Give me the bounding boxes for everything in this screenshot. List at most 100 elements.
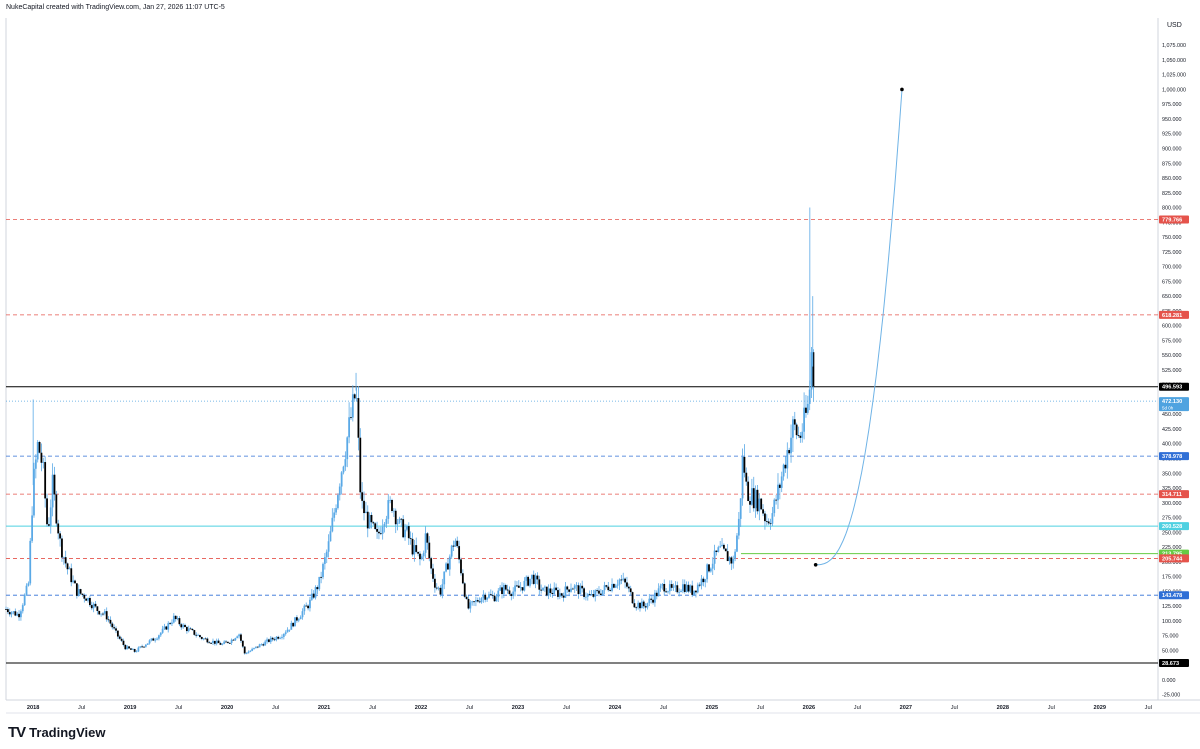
candle-body <box>290 622 293 630</box>
candle-body <box>489 594 492 596</box>
candle-body <box>295 617 298 621</box>
price-tick-label: 200.000 <box>1162 560 1182 566</box>
candle-body <box>475 600 477 602</box>
candle-body <box>251 648 254 651</box>
candle-body <box>144 644 147 647</box>
candle-body <box>368 514 371 529</box>
candle-body <box>730 557 733 564</box>
candle-body <box>752 488 755 509</box>
candle-body <box>29 540 32 584</box>
candle-body <box>676 585 679 593</box>
candle-body <box>189 628 192 630</box>
candle-body <box>116 630 119 637</box>
candle-body <box>793 419 796 425</box>
candle-body <box>279 637 282 639</box>
candle-body <box>322 563 324 578</box>
time-tick-label: Jul <box>175 705 182 711</box>
price-tick-label: 1,075.000 <box>1162 43 1186 49</box>
candle-body <box>596 590 599 592</box>
candle-body <box>381 526 384 534</box>
candle-body <box>521 587 524 591</box>
candle-body <box>158 635 160 639</box>
candle-body <box>187 628 190 632</box>
candle-body <box>47 524 50 526</box>
candle-body <box>747 481 750 502</box>
candle-body <box>711 563 714 569</box>
candle-body <box>612 584 615 588</box>
candle-body <box>585 596 587 598</box>
tradingview-logo[interactable]: TV TradingView <box>8 724 106 741</box>
candle-body <box>441 584 444 595</box>
candle-body <box>749 501 751 505</box>
price-tick-label: 175.000 <box>1162 575 1182 581</box>
candle-body <box>502 584 505 595</box>
candle-body <box>309 599 311 609</box>
candle-body <box>72 580 75 583</box>
candle-body <box>327 541 330 552</box>
candle-body <box>70 568 73 583</box>
candle-body <box>765 521 768 522</box>
candle-body <box>141 646 144 648</box>
candle-body <box>36 441 39 460</box>
candle-body <box>422 552 425 557</box>
tradingview-mark-icon: TV <box>8 724 26 741</box>
candle-body <box>627 586 630 589</box>
level-label: 143.478 <box>1162 593 1182 599</box>
candle-body <box>331 517 334 532</box>
candle-body <box>523 580 526 591</box>
candle-body <box>758 498 761 512</box>
candle-body <box>497 590 500 598</box>
candle-body <box>583 588 585 597</box>
candle-body <box>139 646 142 648</box>
candle-body <box>254 646 257 648</box>
candle-body <box>795 424 798 436</box>
candle-body <box>87 597 89 601</box>
candle-body <box>197 635 199 636</box>
candle-body <box>389 499 392 501</box>
candle-body <box>364 511 367 514</box>
candle-body <box>34 459 37 469</box>
time-tick-label: 2027 <box>900 705 912 711</box>
candle-body <box>85 598 88 601</box>
candle-body <box>519 587 522 589</box>
candle-body <box>517 585 520 588</box>
candle-body <box>407 526 410 539</box>
candle-body <box>46 498 48 525</box>
candle-body <box>629 588 632 593</box>
candle-body <box>228 642 231 644</box>
candle-body <box>148 640 151 644</box>
level-label-tag <box>1159 310 1189 319</box>
candle-body <box>195 634 198 636</box>
time-axis[interactable]: 2018 Jul 2019 Jul 2020 Jul 2021 Jul 2022 Jul 2023 J… <box>27 705 1152 711</box>
candle-body <box>773 499 776 514</box>
candle-body <box>31 515 34 541</box>
candle-body <box>486 597 488 600</box>
candle-body <box>558 593 561 597</box>
candle-body <box>79 589 82 594</box>
candle-body <box>335 508 337 513</box>
candle-body <box>448 556 451 570</box>
candle-body <box>508 590 511 595</box>
candle-body <box>370 514 373 523</box>
candle-body <box>16 613 19 616</box>
candle-body <box>786 450 789 469</box>
candle-body <box>737 518 740 536</box>
candle-body <box>165 626 168 630</box>
candle-body <box>89 597 91 606</box>
price-tick-label: 825.000 <box>1162 191 1182 197</box>
candle-body <box>150 638 153 641</box>
candle-body <box>564 586 567 598</box>
candle-body <box>249 650 252 652</box>
candle-body <box>726 551 729 562</box>
level-label: 314.711 <box>1162 492 1182 498</box>
candle-body <box>38 441 41 453</box>
candle-body <box>708 564 710 572</box>
candle-body <box>743 456 746 473</box>
candle-body <box>555 587 557 591</box>
candle-body <box>713 550 716 564</box>
candle-body <box>90 605 93 609</box>
candle-body <box>167 623 170 630</box>
candle-body <box>732 558 735 564</box>
price-tick-label: 650.000 <box>1162 294 1182 300</box>
